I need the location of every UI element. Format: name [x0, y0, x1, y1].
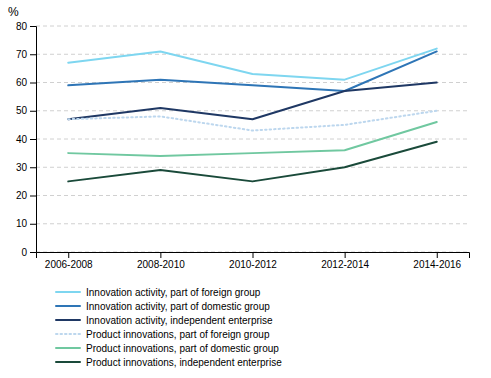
y-tick-mark: [30, 26, 36, 27]
grid-line: [36, 110, 469, 111]
legend-item: Innovation activity, part of domestic gr…: [56, 301, 270, 312]
x-tick: 2008-2010: [137, 252, 185, 270]
x-axis-line: [37, 253, 470, 259]
legend-swatch: [56, 361, 80, 363]
x-tick-label: 2006-2008: [45, 259, 93, 270]
x-tick-label: 2014-2016: [413, 259, 461, 270]
legend-item: Innovation activity, part of foreign gro…: [56, 287, 261, 298]
x-tick: 2010-2012: [229, 252, 277, 270]
y-tick-label: 80: [16, 21, 28, 32]
legend-swatch: [56, 305, 80, 307]
y-tick-label: 60: [16, 77, 28, 88]
legend-swatch: [56, 319, 80, 321]
plot: 0 10 20 30 40 50 60 70 80 2006-2008 2008-2010 2010-…: [16, 21, 470, 270]
y-tick-label: 20: [16, 190, 28, 201]
grid-line: [36, 54, 469, 55]
legend-label: Product innovations, independent enterpr…: [86, 357, 282, 368]
x-tick: 2006-2008: [45, 252, 93, 270]
legend-label: Product innovations, part of domestic gr…: [86, 343, 279, 354]
y-tick: 20: [16, 190, 36, 201]
x-axis: 2006-2008 2008-2010 2010-2012 2012-2014 2014…: [37, 252, 470, 270]
grid: [36, 26, 469, 252]
x-tick-label: 2008-2010: [137, 259, 185, 270]
grid-line: [36, 167, 469, 168]
y-tick-mark: [30, 54, 36, 55]
x-tick-mark: [68, 252, 69, 258]
y-tick: 40: [16, 134, 36, 145]
grid-line: [36, 139, 469, 140]
y-tick-label: 40: [16, 134, 28, 145]
grid-line: [36, 26, 469, 27]
legend-item: Product innovations, independent enterpr…: [56, 357, 282, 368]
series-line: [68, 142, 437, 182]
y-tick-mark: [30, 83, 36, 84]
y-tick: 60: [16, 77, 36, 88]
y-tick: 70: [16, 49, 36, 60]
chart: 0 10 20 30 40 50 60 70 80 2006-2008 2008-2010 2010-…: [0, 0, 491, 378]
x-tick: 2014-2016: [413, 252, 461, 270]
x-tick-mark: [160, 252, 161, 258]
legend-label: Innovation activity, part of foreign gro…: [86, 287, 261, 298]
y-tick-mark: [30, 139, 36, 140]
y-tick: 50: [16, 105, 36, 116]
y-axis-line: [30, 27, 37, 253]
series-line: [68, 83, 437, 120]
y-tick: 0: [21, 247, 36, 258]
legend-swatch: [56, 347, 80, 349]
x-tick-label: 2012-2014: [321, 259, 369, 270]
legend-swatch: [56, 333, 80, 335]
y-tick-mark: [30, 111, 36, 112]
y-label: %: [8, 5, 19, 19]
x-tick-mark: [437, 252, 438, 258]
legend-label: Innovation activity, part of domestic gr…: [86, 301, 270, 312]
y-tick-label: 70: [16, 49, 28, 60]
legend-label: Innovation activity, independent enterpr…: [86, 315, 273, 326]
y-tick: 30: [16, 162, 36, 173]
legend-item: Product innovations, part of domestic gr…: [56, 343, 279, 354]
y-tick: 80: [16, 21, 36, 32]
x-tick: 2012-2014: [321, 252, 369, 270]
legend-swatch: [56, 291, 80, 293]
y-tick-label: 30: [16, 162, 28, 173]
legend-label: Product innovations, part of foreign gro…: [86, 329, 270, 340]
y-axis: 0 10 20 30 40 50 60 70 80: [16, 21, 37, 258]
y-tick-label: 0: [21, 247, 27, 258]
y-tick-mark: [30, 196, 36, 197]
y-tick-mark: [30, 167, 36, 168]
series-line: [68, 122, 437, 156]
grid-line: [36, 195, 469, 196]
series-line: [68, 51, 437, 91]
x-tick-mark: [253, 252, 254, 258]
y-tick-mark: [30, 224, 36, 225]
legend-item: Product innovations, part of foreign gro…: [56, 329, 270, 340]
grid-line: [36, 223, 469, 224]
series-line: [68, 111, 437, 131]
legend: Innovation activity, part of foreign gro…: [56, 287, 282, 368]
legend-item: Innovation activity, independent enterpr…: [56, 315, 273, 326]
y-tick-label: 10: [16, 218, 28, 229]
lines: [68, 49, 437, 182]
y-tick-label: 50: [16, 105, 28, 116]
x-tick-mark: [345, 252, 346, 258]
y-tick: 10: [16, 218, 36, 229]
x-tick-label: 2010-2012: [229, 259, 277, 270]
y-tick-mark: [30, 252, 36, 253]
